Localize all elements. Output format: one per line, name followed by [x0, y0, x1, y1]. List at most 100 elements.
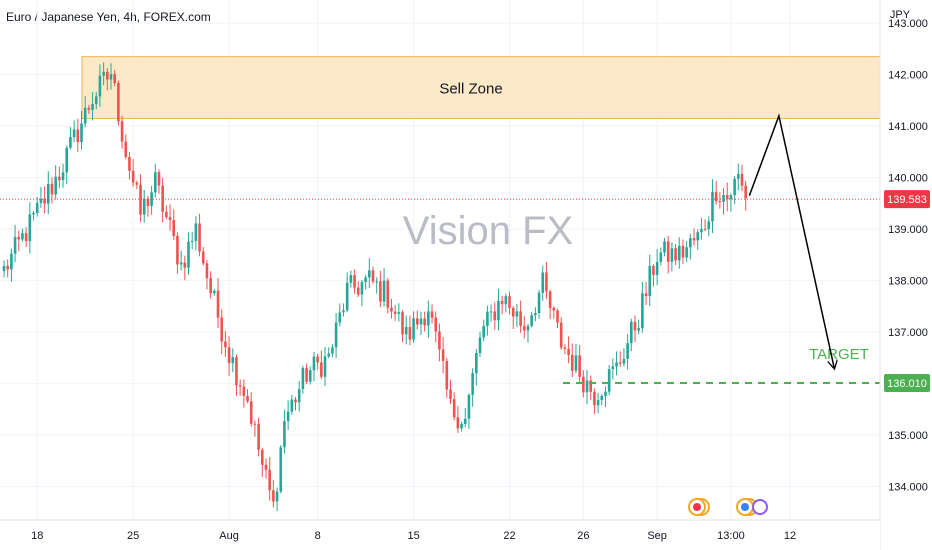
time-axis[interactable]: 18 25 Aug 8 15 22 26 Sep 13:00 12 [0, 519, 880, 550]
candle [737, 163, 740, 191]
candle-body [371, 270, 375, 282]
candle [124, 134, 128, 160]
candle [445, 357, 449, 398]
candle [279, 445, 283, 494]
time-tick-label: Sep [647, 530, 667, 542]
event-ring[interactable] [752, 499, 768, 515]
time-axis-bg [0, 520, 880, 550]
candle-body [737, 174, 740, 179]
candle [681, 239, 685, 264]
event-globe-icon [741, 503, 749, 511]
candle [412, 311, 415, 343]
candle-body [556, 310, 559, 323]
candle [611, 358, 615, 380]
candle [570, 343, 574, 377]
candle-body [659, 252, 663, 262]
candle [567, 336, 570, 364]
candle [534, 307, 537, 322]
candle [607, 364, 611, 396]
sell-zone-label: Sell Zone [439, 81, 502, 98]
candle-body [519, 311, 522, 326]
candle [519, 300, 522, 333]
candle [28, 202, 32, 254]
candle-body [301, 368, 305, 390]
candle [316, 353, 319, 370]
candle [338, 303, 342, 327]
candle [578, 345, 581, 384]
candle [740, 165, 744, 192]
candle [345, 272, 349, 313]
candle [674, 244, 677, 266]
target-price-badge[interactable] [884, 374, 930, 393]
price-tick-label: 139.000 [888, 224, 928, 236]
candle-body [356, 287, 360, 295]
candle [246, 389, 249, 404]
event-markers[interactable] [688, 498, 768, 516]
sell-zone[interactable]: Sell Zone [81, 56, 881, 119]
candle-body [567, 349, 570, 355]
candle-body [168, 217, 172, 221]
candle [703, 219, 707, 231]
candle [98, 64, 102, 107]
event-marker[interactable] [736, 498, 758, 516]
candle [722, 187, 725, 215]
candle [135, 180, 139, 190]
candle [286, 400, 290, 430]
candle [677, 237, 681, 269]
event-marker[interactable] [688, 498, 710, 516]
candle-body [666, 241, 670, 262]
candle-body [515, 311, 519, 317]
candle-body [722, 194, 725, 202]
candle [707, 216, 711, 237]
candle-body [83, 107, 87, 124]
candle-body [279, 447, 283, 492]
candle [644, 281, 648, 306]
candle-body [511, 307, 515, 317]
projection-arrow[interactable] [748, 113, 834, 368]
candle-body [69, 137, 72, 148]
candle-body [190, 240, 194, 242]
candle-body [460, 423, 463, 429]
candle-body [711, 191, 714, 222]
candle-body [423, 318, 426, 326]
candle [663, 238, 666, 257]
candle [334, 312, 338, 359]
candle-body [718, 201, 722, 203]
candle [504, 293, 508, 313]
candle-body [46, 184, 50, 204]
price-axis-bg [880, 0, 932, 550]
candle-body [54, 176, 57, 195]
candle-body [707, 221, 711, 230]
price-tick-label: 137.000 [888, 327, 928, 339]
candle-body [139, 184, 142, 215]
candle [308, 366, 312, 385]
candle [427, 300, 430, 338]
candle-body [463, 418, 467, 424]
drawings[interactable]: TARGET [0, 113, 880, 385]
candle-body [449, 389, 452, 400]
sell-zone-rect[interactable] [81, 56, 881, 119]
last-price-badge[interactable] [884, 190, 930, 209]
candle [559, 317, 563, 350]
candle-body [504, 296, 508, 305]
candle [353, 269, 356, 294]
candle [39, 187, 43, 208]
price-tick-label: 134.000 [888, 482, 928, 494]
candle-body [290, 399, 294, 412]
candle-body [364, 277, 367, 283]
candle [50, 177, 54, 204]
candle [61, 163, 65, 188]
candle-body [286, 411, 290, 422]
candle [615, 351, 618, 376]
candle [497, 288, 500, 331]
candle-body [61, 172, 65, 181]
candle-body [677, 245, 681, 261]
candle-body [205, 263, 209, 279]
candle-body [729, 195, 733, 200]
candle-body [593, 391, 596, 406]
price-tick-label: 135.000 [888, 430, 928, 442]
candle-body [404, 327, 408, 335]
candle-body [24, 233, 28, 241]
